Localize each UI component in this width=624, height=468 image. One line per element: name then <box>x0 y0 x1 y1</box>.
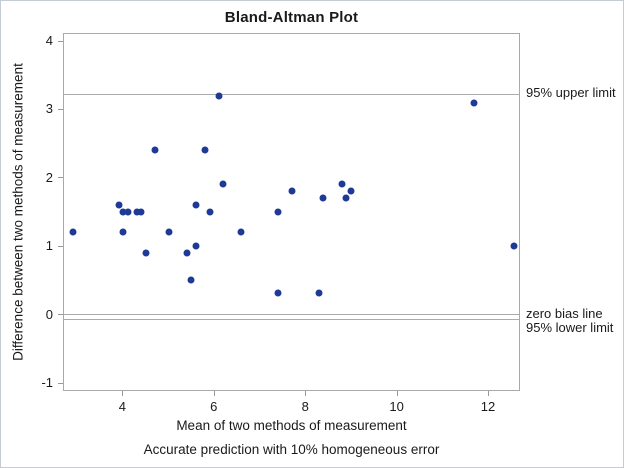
data-point <box>315 289 323 297</box>
data-point <box>338 180 346 188</box>
y-axis-tick-label: 1 <box>45 238 53 254</box>
data-point <box>288 187 295 195</box>
x-axis-tick-label: 10 <box>389 399 404 414</box>
y-axis-tick-label: 4 <box>45 33 53 49</box>
data-point <box>206 208 214 216</box>
y-axis-tick-label: 2 <box>45 169 53 185</box>
x-axis-tick-label: 4 <box>118 399 127 414</box>
data-point <box>219 180 227 188</box>
data-point <box>237 228 245 236</box>
y-axis-tick-label: 0 <box>45 306 53 322</box>
data-point <box>115 201 123 209</box>
data-point <box>192 201 200 209</box>
y-axis-tick <box>58 382 63 384</box>
x-axis-tick-label: 6 <box>210 399 218 414</box>
data-point <box>347 187 355 195</box>
plot-area <box>63 33 520 391</box>
y-axis-tick-label: -1 <box>41 375 53 391</box>
data-point <box>192 242 200 250</box>
data-point <box>151 146 159 154</box>
reference-line <box>64 313 519 315</box>
x-axis-tick <box>488 391 489 396</box>
reference-line-label: 95% lower limit <box>526 320 614 336</box>
data-point <box>274 289 282 297</box>
data-point <box>133 208 141 216</box>
data-point <box>119 208 127 216</box>
data-point <box>69 228 77 236</box>
y-axis-tick-label: 3 <box>45 101 53 117</box>
x-axis-tick <box>396 391 398 396</box>
x-axis-tick-label: 8 <box>301 399 309 414</box>
chart-title: Bland-Altman Plot <box>224 9 359 26</box>
x-axis-title: Mean of two methods of measurement <box>176 418 407 433</box>
y-axis-tick <box>58 108 63 110</box>
data-point <box>215 92 223 100</box>
data-point <box>165 228 173 236</box>
data-point <box>319 194 327 202</box>
x-axis-tick <box>213 391 215 396</box>
data-point <box>470 99 477 107</box>
x-axis-tick <box>305 391 307 396</box>
x-axis-tick-label: 12 <box>480 399 496 414</box>
data-point <box>142 249 150 256</box>
data-point <box>183 249 191 256</box>
x-axis-tick <box>122 391 124 396</box>
data-point <box>124 208 132 216</box>
reference-line <box>64 93 519 95</box>
reference-line-label: 95% upper limit <box>526 85 616 101</box>
reference-line-label: zero bias line <box>526 306 603 322</box>
y-axis-tick <box>58 314 63 316</box>
data-point <box>137 208 145 216</box>
data-point <box>342 194 350 202</box>
data-point <box>510 242 518 250</box>
data-point <box>201 146 209 154</box>
y-axis-tick <box>58 177 63 179</box>
chart-footnote: Accurate prediction with 10% homogeneous… <box>143 442 440 457</box>
y-axis-tick <box>58 40 63 42</box>
data-point <box>119 228 127 236</box>
data-point <box>274 208 282 216</box>
y-axis-tick <box>58 245 63 247</box>
data-point <box>187 276 195 284</box>
reference-line <box>64 318 519 320</box>
